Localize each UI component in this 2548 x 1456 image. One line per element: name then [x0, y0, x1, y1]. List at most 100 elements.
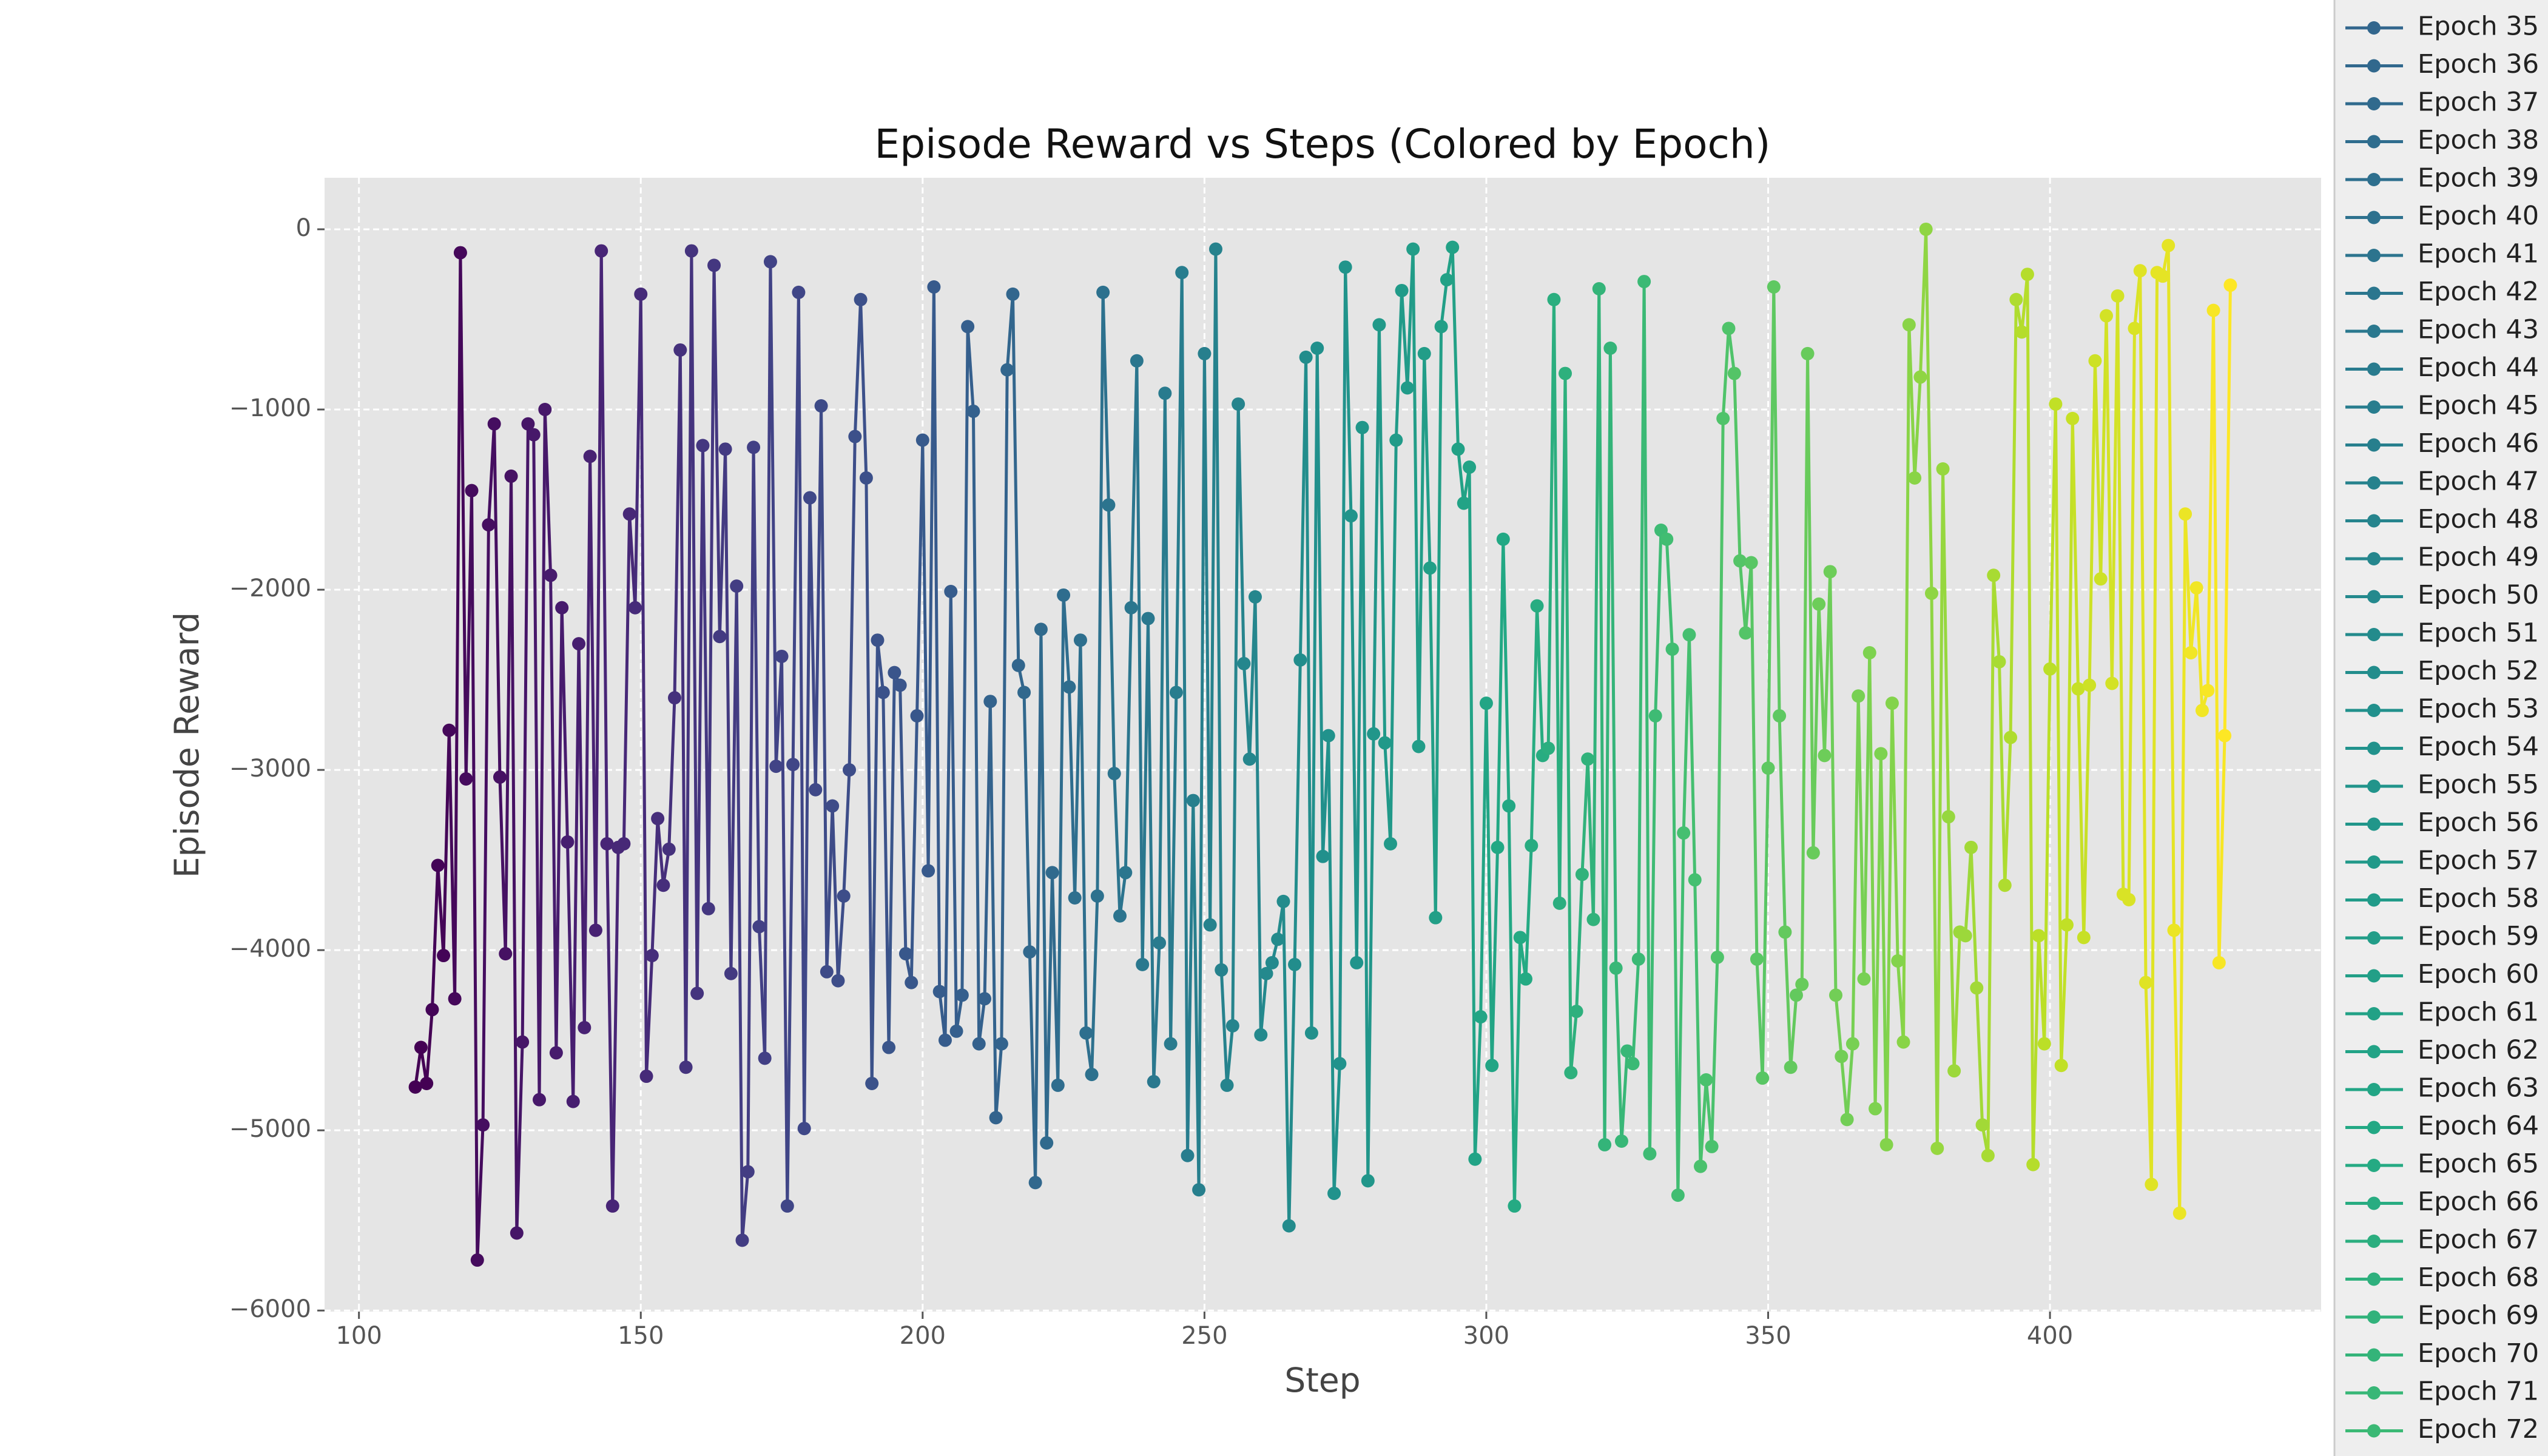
data-point	[786, 758, 800, 772]
legend-label: Epoch 41	[2418, 239, 2539, 269]
connector	[763, 261, 772, 1059]
data-point	[837, 889, 851, 903]
connector	[459, 252, 468, 779]
data-point	[2167, 923, 2181, 937]
legend-label: Epoch 42	[2418, 277, 2539, 307]
legend-label: Epoch 45	[2418, 391, 2539, 421]
data-point	[1575, 868, 1589, 881]
legend-label: Epoch 62	[2418, 1035, 2539, 1065]
data-point	[905, 976, 918, 989]
data-point	[1434, 320, 1448, 334]
data-point	[1496, 532, 1510, 546]
data-point	[420, 1076, 434, 1090]
data-point	[1547, 292, 1561, 306]
data-point	[1186, 794, 1200, 807]
legend-label: Epoch 37	[2418, 87, 2539, 118]
data-point	[826, 799, 840, 813]
data-point	[961, 320, 975, 334]
x-axis-label: Step	[1284, 1361, 1360, 1400]
legend-marker	[2367, 438, 2381, 452]
y-tick-label: −2000	[229, 575, 311, 602]
data-point	[1378, 736, 1392, 750]
legend-marker	[2367, 1159, 2381, 1172]
data-point	[2009, 292, 2023, 306]
data-point	[1282, 1219, 1296, 1233]
data-point	[1542, 741, 1555, 755]
legend-marker	[2367, 135, 2381, 149]
y-tick-label: −6000	[229, 1295, 311, 1323]
data-point	[1862, 646, 1876, 660]
data-point	[2223, 278, 2237, 292]
data-point	[1254, 1028, 1268, 1042]
data-point	[1192, 1183, 1206, 1197]
data-point	[2094, 572, 2108, 586]
legend-label: Epoch 46	[2418, 428, 2539, 459]
data-point	[1643, 1147, 1657, 1161]
legend-label: Epoch 72	[2418, 1414, 2539, 1444]
legend-marker	[2367, 931, 2381, 945]
connector	[577, 644, 586, 1028]
data-point	[1130, 354, 1144, 368]
data-point	[972, 1037, 986, 1051]
connector	[1355, 427, 1364, 963]
legend-label: Epoch 51	[2418, 618, 2539, 649]
legend-marker	[2367, 1045, 2381, 1059]
data-point	[1417, 346, 1431, 360]
data-point	[1970, 981, 1984, 995]
data-point	[1677, 826, 1691, 840]
connector	[1964, 847, 1973, 936]
connector	[1997, 661, 2007, 886]
legend-marker	[2367, 21, 2381, 35]
data-point	[876, 686, 890, 699]
connector	[1507, 806, 1516, 1206]
data-point	[1023, 945, 1037, 959]
connector	[1219, 969, 1229, 1086]
lines	[408, 222, 2237, 1267]
data-point	[1941, 810, 1955, 824]
data-point	[1090, 889, 1104, 903]
legend-marker	[2367, 211, 2381, 224]
legend-marker	[2367, 1386, 2381, 1400]
data-point	[1316, 849, 1330, 863]
data-point	[1451, 442, 1465, 456]
data-point	[871, 633, 885, 647]
data-point	[549, 1046, 563, 1060]
data-point	[1220, 1078, 1234, 1092]
data-point	[1525, 838, 1539, 852]
data-point	[1812, 597, 1826, 611]
data-point	[465, 484, 479, 497]
data-point	[1175, 266, 1189, 280]
connector	[1558, 373, 1567, 903]
data-point	[2128, 322, 2142, 335]
data-point	[656, 878, 670, 892]
data-point	[2043, 662, 2057, 676]
data-point	[2071, 682, 2085, 696]
data-point	[1598, 1138, 1612, 1151]
data-point	[1835, 1050, 1849, 1063]
connector	[797, 292, 806, 1129]
connector	[881, 692, 891, 1048]
data-point	[1885, 696, 1899, 710]
connector	[1845, 1043, 1855, 1120]
legend-marker	[2367, 362, 2381, 376]
data-point	[1631, 952, 1645, 966]
data-point	[510, 1226, 524, 1240]
connector	[1372, 325, 1381, 734]
connector	[1389, 440, 1398, 844]
data-point	[994, 1037, 1008, 1051]
data-point	[1857, 972, 1871, 986]
data-point	[820, 965, 834, 979]
data-point	[1913, 370, 1927, 384]
data-point	[1457, 496, 1471, 510]
data-point	[983, 695, 997, 709]
data-point	[628, 601, 642, 615]
data-point	[1784, 1060, 1798, 1074]
y-axis-label: Episode Reward	[167, 612, 206, 878]
data-point	[1400, 381, 1414, 395]
data-point	[769, 760, 783, 774]
data-point	[1744, 556, 1758, 570]
data-point	[622, 507, 636, 521]
connector	[1676, 833, 1685, 1196]
data-point	[1237, 656, 1251, 670]
connector	[1253, 596, 1262, 1035]
